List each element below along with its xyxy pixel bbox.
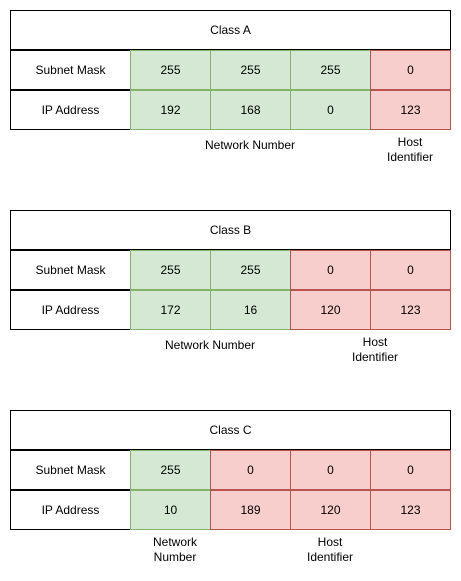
network-number-caption: Network Number: [204, 138, 296, 152]
ip-octet-2: 16: [210, 290, 291, 330]
subnet-octet-2: 255: [210, 250, 291, 290]
ip-octet-1: 192: [130, 90, 211, 130]
subnet-octet-3: 0: [290, 250, 371, 290]
subnet-octet-3: 0: [290, 450, 371, 490]
ip-octet-3: 120: [290, 290, 371, 330]
host-identifier-caption: Host Identifier: [306, 535, 354, 564]
subnet-octet-2: 255: [210, 50, 291, 90]
subnet-octet-2: 0: [210, 450, 291, 490]
ip-octet-1: 172: [130, 290, 211, 330]
ip-octet-4: 123: [370, 290, 451, 330]
ip-octet-4: 123: [370, 90, 451, 130]
subnet-octet-1: 255: [130, 450, 211, 490]
subnet-octet-1: 255: [130, 50, 211, 90]
class-title: Class C: [10, 410, 451, 450]
ip-address-label: IP Address: [10, 290, 131, 330]
host-identifier-caption: Host Identifier: [351, 335, 399, 364]
subnet-octet-4: 0: [370, 450, 451, 490]
ip-octet-2: 168: [210, 90, 291, 130]
ip-address-label: IP Address: [10, 490, 131, 530]
subnet-octet-4: 0: [370, 50, 451, 90]
subnet-mask-label: Subnet Mask: [10, 250, 131, 290]
ip-octet-2: 189: [210, 490, 291, 530]
ip-octet-3: 0: [290, 90, 371, 130]
class-title: Class B: [10, 210, 451, 250]
subnet-octet-1: 255: [130, 250, 211, 290]
network-number-caption: Network Number: [152, 535, 197, 564]
ip-address-label: IP Address: [10, 90, 131, 130]
subnet-mask-label: Subnet Mask: [10, 50, 131, 90]
subnet-octet-4: 0: [370, 250, 451, 290]
ip-octet-4: 123: [370, 490, 451, 530]
ip-octet-1: 10: [130, 490, 211, 530]
class-title: Class A: [10, 10, 451, 50]
subnet-mask-label: Subnet Mask: [10, 450, 131, 490]
subnet-octet-3: 255: [290, 50, 371, 90]
host-identifier-caption: Host Identifier: [386, 135, 434, 164]
ip-octet-3: 120: [290, 490, 371, 530]
network-number-caption: Network Number: [164, 338, 256, 352]
